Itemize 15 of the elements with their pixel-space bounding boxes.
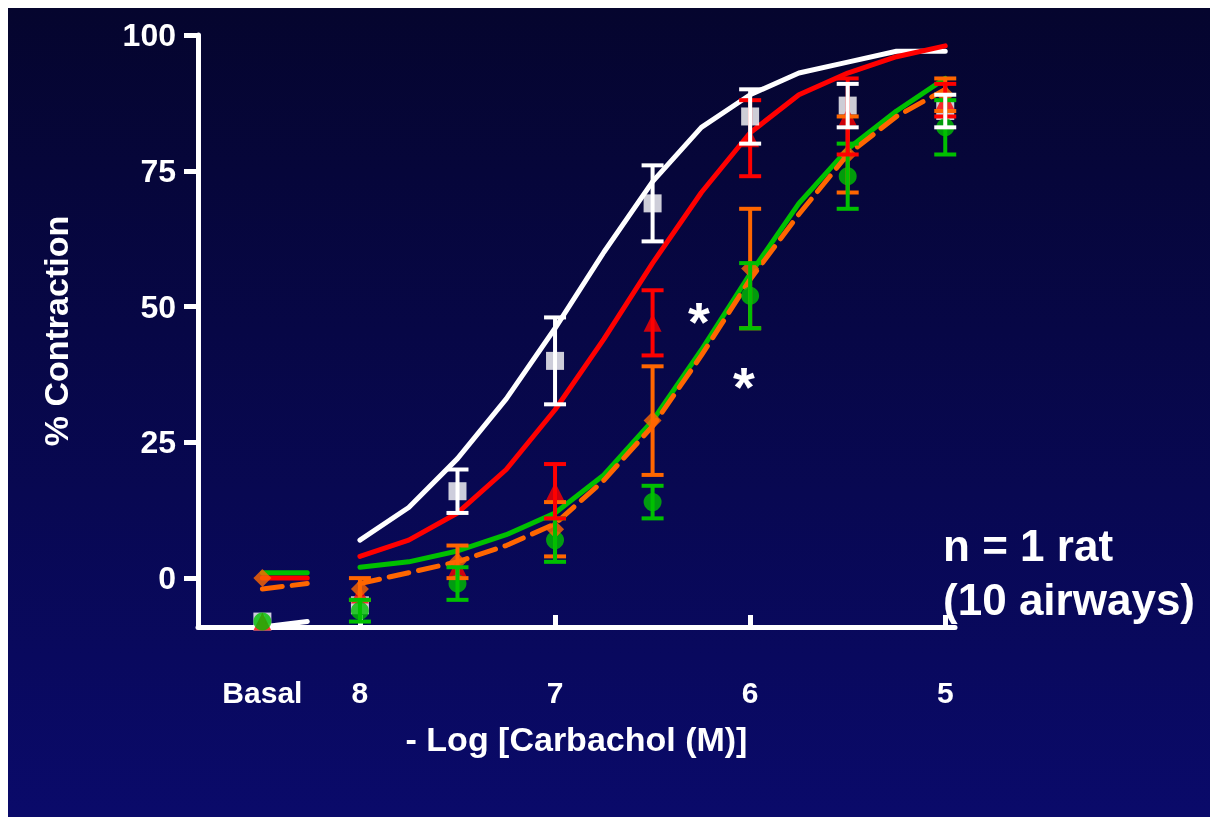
annotation: * — [688, 289, 710, 353]
x-tick-label: 5 — [936, 675, 954, 709]
x-tick-label: 7 — [546, 675, 564, 709]
x-axis-title: - Log [Carbachol (M)] — [405, 720, 748, 758]
annotation: * — [733, 354, 755, 418]
y-tick-label: 50 — [140, 288, 176, 325]
x-tick-label: 6 — [741, 675, 759, 709]
annotation: n = 1 rat (10 airways) — [943, 520, 1196, 624]
y-tick-label: 25 — [140, 424, 176, 461]
y-tick-label: 75 — [140, 152, 176, 189]
x-tick-label: 8 — [351, 675, 369, 709]
y-axis-title: % Contraction — [37, 215, 75, 447]
y-tick-label: 100 — [122, 17, 176, 53]
y-tick-label: 0 — [158, 560, 176, 597]
x-tick-label: Basal — [222, 675, 303, 709]
